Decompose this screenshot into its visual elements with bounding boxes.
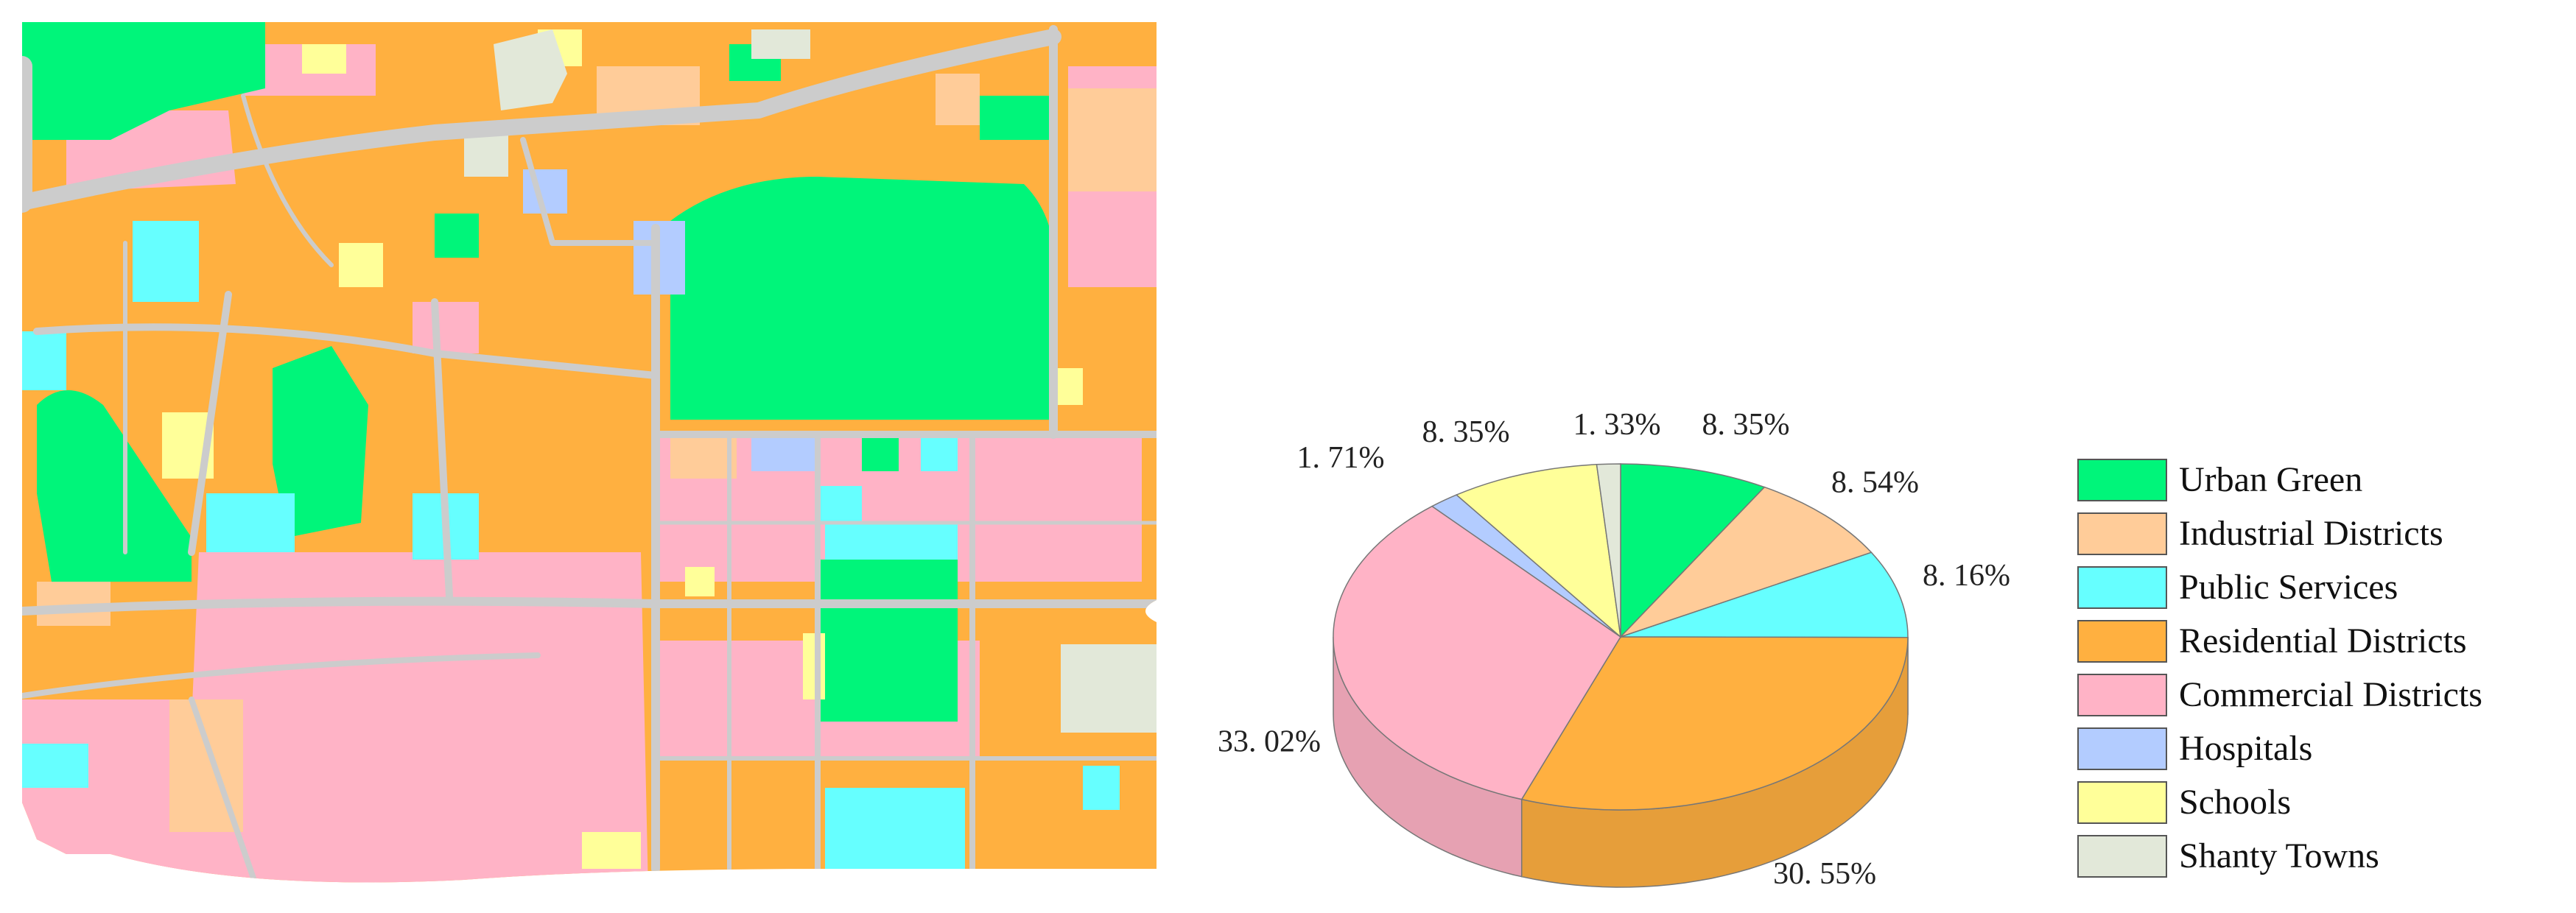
legend-swatch — [2077, 780, 2167, 824]
legend-item-schools: Schools — [2077, 775, 2563, 829]
pie-label-commercial-districts: 33. 02% — [1218, 725, 1321, 759]
legend-swatch — [2077, 565, 2167, 609]
legend-item-industrial: Industrial Districts — [2077, 507, 2563, 560]
legend-swatch — [2077, 458, 2167, 501]
public-services-zone — [22, 744, 88, 788]
urban-green-park — [22, 22, 265, 140]
legend-item-residential: Residential Districts — [2077, 614, 2563, 668]
legend-label: Shanty Towns — [2179, 836, 2379, 875]
school-zone — [803, 633, 825, 699]
pie-slice-residential-districts — [1520, 636, 1909, 811]
legend-label: Industrial Districts — [2179, 513, 2443, 553]
school-zone — [685, 567, 715, 596]
pie-label-shanty-towns: 1. 33% — [1573, 408, 1661, 442]
school-zone — [339, 243, 383, 287]
legend-label: Commercial Districts — [2179, 674, 2482, 714]
public-services-zone — [133, 221, 199, 302]
public-services-zone — [921, 434, 958, 471]
urban-green-park — [273, 346, 368, 537]
legend-item-hospitals: Hospitals — [2077, 722, 2563, 775]
road-network — [22, 25, 1157, 883]
commercial-zone — [413, 302, 479, 353]
public-services-zone — [818, 486, 862, 523]
public-services-zone — [825, 788, 965, 869]
shanty-town-zone — [1061, 644, 1157, 733]
urban-green-park — [862, 434, 899, 471]
public-services-zone — [825, 523, 958, 560]
legend-swatch — [2077, 727, 2167, 770]
legend: Urban Green Industrial Districts Public Se… — [2077, 453, 2563, 883]
legend-item-public_services: Public Services — [2077, 560, 2563, 614]
hospital-zone — [523, 169, 567, 214]
industrial-zone — [670, 434, 737, 479]
legend-swatch — [2077, 512, 2167, 555]
pie-slice-urban-green — [1620, 463, 1766, 638]
legend-swatch — [2077, 673, 2167, 716]
shanty-town-zone — [464, 133, 508, 177]
legend-item-commercial: Commercial Districts — [2077, 668, 2563, 722]
public-services-zone — [22, 331, 66, 390]
legend-item-urban_green: Urban Green — [2077, 453, 2563, 507]
pie-label-urban-green: 8. 35% — [1702, 408, 1790, 442]
pie-label-public-services: 8. 16% — [1923, 559, 2010, 593]
land-use-pie-chart: 8. 35% 8. 54% 8. 16% 30. 55% 33. 02% 1. 71% 8.… — [1218, 408, 2010, 891]
urban-green-park — [435, 214, 479, 258]
pie-slice-schools — [1455, 464, 1622, 638]
legend-label: Schools — [2179, 782, 2292, 822]
pie-label-industrial-districts: 8. 54% — [1831, 466, 1919, 500]
pie-label-schools: 8. 35% — [1422, 415, 1510, 449]
urban-green-park — [670, 177, 1055, 420]
pie-slice-commercial-districts — [1333, 505, 1622, 800]
school-zone — [1053, 368, 1083, 405]
pie-slice-shanty-towns — [1596, 463, 1621, 638]
commercial-zone — [22, 699, 192, 883]
pie-slice-industrial-districts — [1620, 486, 1873, 638]
legend-label: Hospitals — [2179, 728, 2313, 768]
industrial-zone — [1068, 88, 1157, 191]
pie-labels: 8. 35% 8. 54% 8. 16% 30. 55% 33. 02% 1. 71% 8.… — [1218, 408, 2010, 891]
urban-green-park — [818, 560, 958, 722]
public-services-zone — [206, 493, 295, 552]
pie-label-hospitals: 1. 71% — [1297, 441, 1385, 475]
urban-green-park — [980, 96, 1053, 140]
school-zone — [582, 832, 641, 869]
shanty-town-zone — [494, 29, 567, 110]
industrial-zone — [936, 74, 980, 125]
land-use-map — [22, 22, 1157, 883]
legend-swatch — [2077, 834, 2167, 878]
legend-swatch — [2077, 619, 2167, 663]
pie-label-residential-districts: 30. 55% — [1773, 857, 1876, 891]
public-services-zone — [1083, 766, 1120, 810]
legend-label: Residential Districts — [2179, 621, 2467, 660]
hospital-zone — [751, 434, 818, 471]
urban-green-park — [37, 390, 192, 582]
legend-item-shanty: Shanty Towns — [2077, 829, 2563, 883]
school-zone — [302, 44, 346, 74]
shanty-town-zone — [751, 29, 810, 59]
legend-label: Public Services — [2179, 567, 2398, 607]
legend-label: Urban Green — [2179, 459, 2363, 499]
pie-top — [1333, 463, 1909, 811]
pie-slice-public-services — [1620, 551, 1909, 638]
